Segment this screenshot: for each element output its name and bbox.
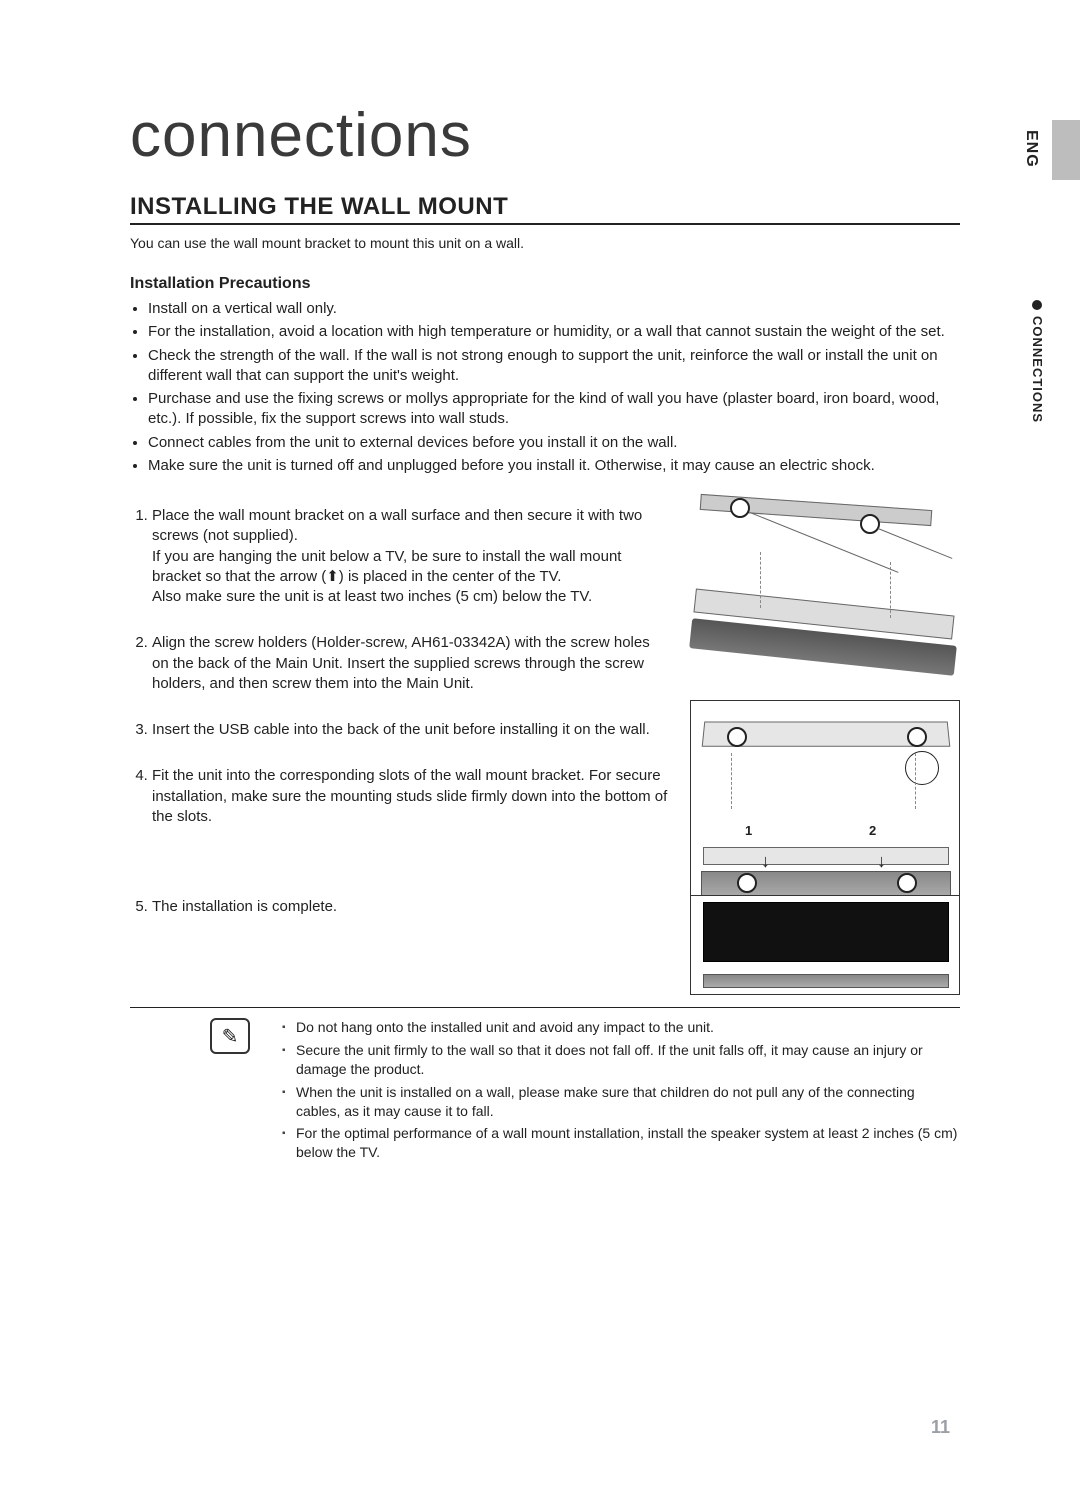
chapter-title: connections [130,100,960,171]
step-text: Fit the unit into the corresponding slot… [152,767,667,825]
intro-text: You can use the wall mount bracket to mo… [130,235,960,251]
manual-page: ENG CONNECTIONS connections INSTALLING T… [0,0,1080,1488]
precaution-item: Make sure the unit is turned off and unp… [148,456,960,476]
precautions-heading: Installation Precautions [130,275,960,293]
note-item: When the unit is installed on a wall, pl… [282,1083,960,1121]
figure-tv-clearance [690,895,960,995]
precaution-item: Install on a vertical wall only. [148,299,960,319]
figure-bracket-assembly [690,492,960,692]
lang-label: ENG [1022,130,1040,168]
page-number: 11 [931,1417,950,1438]
steps-list: Place the wall mount bracket on a wall s… [130,506,670,995]
side-section-label: CONNECTIONS [1030,300,1045,423]
side-section-text: CONNECTIONS [1030,316,1045,423]
note-item: Do not hang onto the installed unit and … [282,1018,960,1037]
step-item: Insert the USB cable into the back of th… [152,720,670,740]
step-item: Place the wall mount bracket on a wall s… [152,506,670,607]
note-icon: ✎ [210,1018,250,1054]
fig2-label-1: 1 [745,823,752,838]
notes-block: ✎ Do not hang onto the installed unit an… [130,1018,960,1166]
precaution-item: For the installation, avoid a location w… [148,322,960,342]
figure-column: 1 2 ↓ ↓ 2 inches (5 cm) or more ↕ [690,492,960,995]
figure-rear-mount: 1 2 ↓ ↓ [690,700,960,920]
note-item: For the optimal performance of a wall mo… [282,1124,960,1162]
notes-list: Do not hang onto the installed unit and … [266,1018,960,1166]
precaution-item: Purchase and use the fixing screws or mo… [148,389,960,430]
notes-separator [130,1007,960,1008]
step-text: Align the screw holders (Holder-screw, A… [152,634,650,692]
steps-and-figures: Place the wall mount bracket on a wall s… [130,492,960,995]
side-column: ENG CONNECTIONS [980,0,1080,800]
bullet-icon [1032,300,1042,310]
step-item: Fit the unit into the corresponding slot… [152,766,670,827]
precautions-list: Install on a vertical wall only. For the… [130,299,960,476]
step-item: Align the screw holders (Holder-screw, A… [152,633,670,694]
section-title: INSTALLING THE WALL MOUNT [130,193,960,225]
side-tab [1052,120,1080,180]
step-text: The installation is complete. [152,898,337,915]
step-text: Place the wall mount bracket on a wall s… [152,507,642,605]
step-item: The installation is complete. [152,897,670,917]
precaution-item: Check the strength of the wall. If the w… [148,346,960,387]
step-text: Insert the USB cable into the back of th… [152,721,650,738]
fig2-label-2: 2 [869,823,876,838]
note-item: Secure the unit firmly to the wall so th… [282,1041,960,1079]
precaution-item: Connect cables from the unit to external… [148,433,960,453]
